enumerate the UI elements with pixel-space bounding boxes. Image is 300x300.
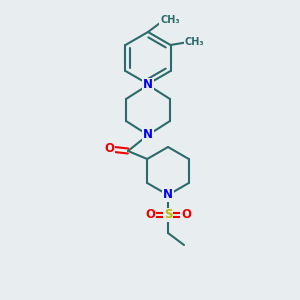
Text: N: N bbox=[143, 79, 153, 92]
Text: O: O bbox=[181, 208, 191, 221]
Text: N: N bbox=[163, 188, 173, 202]
Text: CH₃: CH₃ bbox=[160, 15, 180, 25]
Text: N: N bbox=[143, 128, 153, 142]
Text: S: S bbox=[164, 208, 172, 221]
Text: O: O bbox=[104, 142, 114, 155]
Text: O: O bbox=[145, 208, 155, 221]
Text: CH₃: CH₃ bbox=[185, 37, 204, 47]
